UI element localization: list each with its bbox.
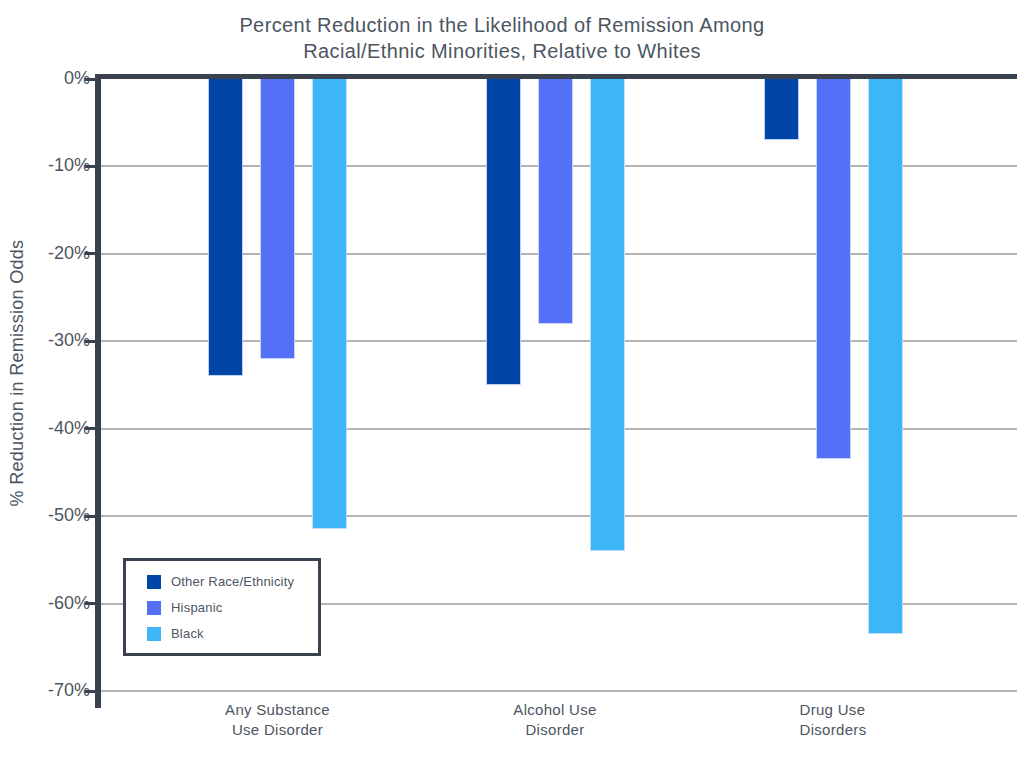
y-tick-mark [85, 427, 95, 430]
bar-black-any-substance [312, 79, 347, 529]
legend-swatch-black [147, 627, 161, 641]
chart-title: Percent Reduction in the Likelihood of R… [0, 13, 1004, 64]
y-tick-mark [85, 252, 95, 255]
y-tick-mark [85, 340, 95, 343]
x-axis-label-alcohol-use: Alcohol Use Disorder [435, 700, 675, 741]
bar-black-alcohol-use [590, 79, 625, 551]
bar-hispanic-drug-use [816, 79, 851, 459]
chart-canvas: Percent Reduction in the Likelihood of R… [0, 0, 1024, 768]
y-tick-label--30%: -30% [0, 330, 90, 351]
y-tick-label--60%: -60% [0, 593, 90, 614]
y-tick-label--40%: -40% [0, 418, 90, 439]
bar-hispanic-alcohol-use [538, 79, 573, 324]
y-tick-label--20%: -20% [0, 243, 90, 264]
legend-label-other-race-ethnicity: Other Race/Ethnicity [171, 574, 294, 589]
legend: Other Race/Ethnicity Hispanic Black [123, 558, 321, 656]
y-tick-mark [85, 515, 95, 518]
y-tick-label--50%: -50% [0, 505, 90, 526]
legend-item-other-race-ethnicity: Other Race/Ethnicity [147, 574, 318, 589]
y-tick-mark [85, 78, 95, 81]
bar-other-race-ethnicity-any-substance [208, 79, 243, 376]
y-axis-label: % Reduction in Remission Odds [7, 223, 29, 523]
x-axis-label-text: Alcohol Use Disorder [513, 700, 596, 741]
legend-item-hispanic: Hispanic [147, 600, 318, 615]
legend-swatch-other-race-ethnicity [147, 575, 161, 589]
legend-label-black: Black [171, 626, 204, 641]
bar-hispanic-any-substance [260, 79, 295, 359]
y-tick-label--10%: -10% [0, 155, 90, 176]
bar-black-drug-use [868, 79, 903, 634]
y-tick-mark [85, 690, 95, 693]
gridline--70% [98, 690, 1017, 692]
y-axis-line [95, 74, 101, 708]
x-axis-label-text: Any Substance Use Disorder [225, 700, 330, 741]
y-tick-label-0%: 0% [0, 68, 90, 89]
y-tick-mark [85, 165, 95, 168]
legend-swatch-hispanic [147, 601, 161, 615]
y-tick-label--70%: -70% [0, 680, 90, 701]
legend-item-black: Black [147, 626, 318, 641]
bar-other-race-ethnicity-alcohol-use [486, 79, 521, 385]
x-axis-label-text: Drug Use Disorders [800, 700, 867, 741]
legend-label-hispanic: Hispanic [171, 600, 222, 615]
x-axis-zero-line [95, 74, 1017, 79]
bar-other-race-ethnicity-drug-use [764, 79, 799, 140]
x-axis-label-any-substance: Any Substance Use Disorder [158, 700, 398, 741]
x-axis-label-drug-use: Drug Use Disorders [713, 700, 953, 741]
y-tick-mark [85, 602, 95, 605]
